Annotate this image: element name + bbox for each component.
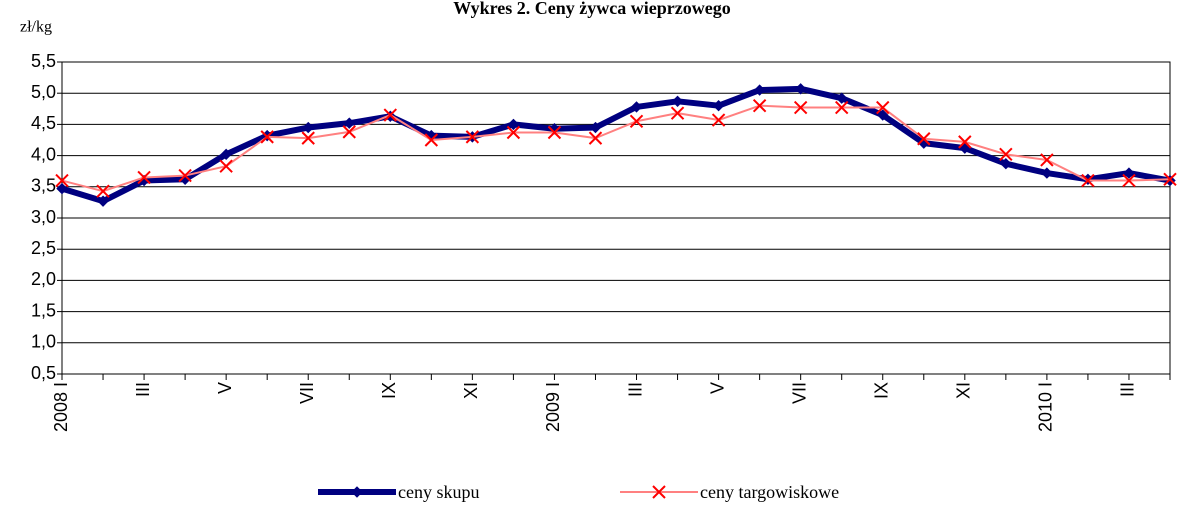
point-marker <box>302 121 314 134</box>
point-marker <box>999 147 1013 162</box>
point-marker <box>753 84 766 96</box>
point-marker <box>301 131 315 145</box>
point-marker <box>220 148 232 161</box>
plot-border <box>61 61 1171 375</box>
x-tick-label: XI <box>954 382 974 399</box>
y-tick-label: 4,5 <box>31 113 56 133</box>
x-tick-label: VII <box>789 382 809 404</box>
y-tick-label: 0,5 <box>31 363 56 383</box>
legend-marker <box>351 486 363 498</box>
legend-label: ceny skupu <box>398 482 479 502</box>
x-tick-label: VII <box>297 382 317 404</box>
point-marker <box>670 106 685 120</box>
point-marker <box>588 131 603 145</box>
x-tick-label: III <box>1118 382 1138 397</box>
point-marker <box>56 182 68 195</box>
point-marker <box>1163 172 1177 187</box>
y-tick-label: 5,0 <box>31 82 56 102</box>
point-marker <box>877 109 889 121</box>
y-tick-label: 1,0 <box>31 332 56 352</box>
point-marker <box>917 132 931 146</box>
point-marker <box>629 114 644 128</box>
chart-title: Wykres 2. Ceny żywca wieprzowego <box>453 0 730 18</box>
y-tick-label: 5,5 <box>31 51 56 71</box>
point-marker <box>712 99 725 112</box>
point-marker <box>383 108 398 122</box>
y-axis-label: zł/kg <box>20 19 52 36</box>
point-marker <box>97 195 109 207</box>
x-tick-label: 2008 I <box>51 382 71 432</box>
point-marker <box>793 100 808 115</box>
point-marker <box>835 92 848 104</box>
x-tick-label: III <box>133 382 153 397</box>
point-marker <box>589 121 602 134</box>
legend-label: ceny targowiskowe <box>700 482 839 502</box>
point-marker <box>137 170 151 185</box>
y-tick-label: 1,5 <box>31 300 56 320</box>
point-marker <box>219 159 233 173</box>
point-marker <box>342 125 356 139</box>
x-tick-label: III <box>625 382 645 397</box>
x-tick-label: 2010 I <box>1036 382 1056 432</box>
point-marker <box>630 101 643 113</box>
point-marker <box>1041 167 1053 179</box>
point-marker <box>711 113 726 127</box>
point-marker <box>507 118 520 131</box>
point-marker <box>96 184 110 198</box>
x-tick-label: IX <box>871 382 891 399</box>
point-marker <box>260 130 274 144</box>
x-tick-label: V <box>215 382 235 394</box>
y-tick-label: 2,5 <box>31 238 56 258</box>
point-marker <box>178 168 192 183</box>
point-marker <box>752 98 767 113</box>
point-marker <box>55 173 69 188</box>
y-tick-label: 3,0 <box>31 207 56 227</box>
x-tick-label: XI <box>461 382 481 399</box>
y-tick-label: 2,0 <box>31 269 56 289</box>
x-tick-label: 2009 I <box>543 382 563 432</box>
series-line <box>61 104 1171 193</box>
point-marker <box>834 100 849 115</box>
point-marker <box>506 125 521 140</box>
point-marker <box>958 135 972 149</box>
point-marker <box>343 117 355 129</box>
point-marker <box>876 100 890 115</box>
point-marker <box>1123 167 1135 179</box>
point-marker <box>547 125 562 140</box>
point-marker <box>1081 173 1095 188</box>
point-marker <box>1000 158 1012 170</box>
point-marker <box>1040 153 1054 167</box>
point-marker <box>1122 173 1136 188</box>
legend-marker <box>652 485 666 499</box>
point-marker <box>794 83 807 95</box>
point-marker <box>671 95 684 108</box>
point-marker <box>465 130 480 144</box>
point-marker <box>424 133 439 147</box>
y-tick-label: 3,5 <box>31 176 56 196</box>
x-tick-label: V <box>707 382 727 394</box>
y-tick-label: 4,0 <box>31 144 56 164</box>
x-tick-label: IX <box>379 382 399 399</box>
series-line <box>61 85 1171 205</box>
